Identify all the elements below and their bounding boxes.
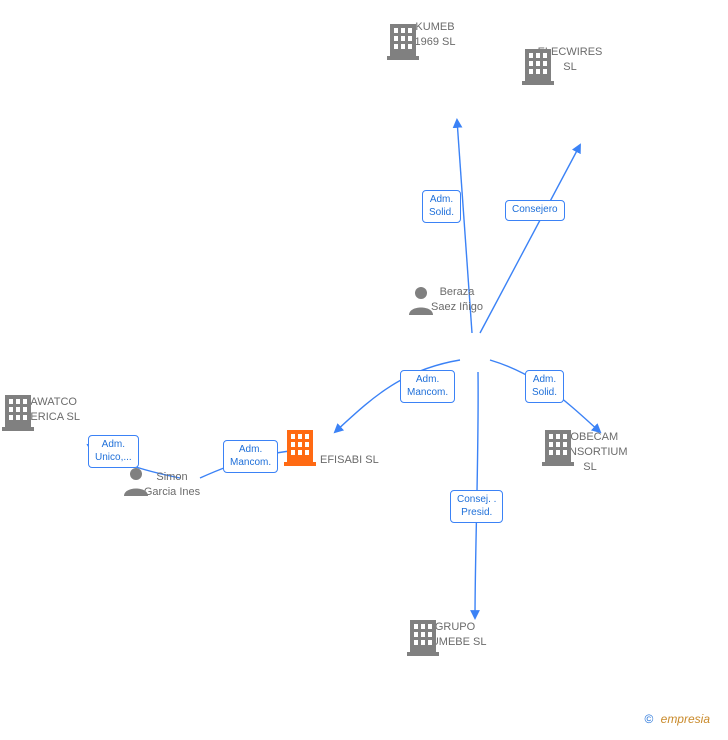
edge-label-beraza-efisabi: Adm. Mancom. xyxy=(400,370,455,403)
node-label-simon: Simon Garcia Ines xyxy=(144,470,200,500)
credit-copy: © xyxy=(644,712,653,726)
edge-label-simon-sawatco: Adm. Unico,... xyxy=(88,435,139,468)
node-simon[interactable]: Simon Garcia Ines xyxy=(122,466,222,500)
edge-label-beraza-elecwires: Consejero xyxy=(505,200,565,221)
edge-label-beraza-gobecam: Adm. Solid. xyxy=(525,370,564,403)
edge-label-beraza-grupo: Consej. . Presid. xyxy=(450,490,503,523)
edges-layer xyxy=(0,0,728,740)
credit-brand: empresia xyxy=(661,712,710,726)
credit: © empresia xyxy=(644,712,710,726)
node-label-efisabi: EFISABI SL xyxy=(320,454,379,466)
node-elecwires[interactable]: ELECWIRES SL xyxy=(520,45,620,79)
node-beraza[interactable]: Beraza Saez Iñigo xyxy=(407,285,507,319)
node-gobecam[interactable]: GOBECAM CONSORTIUM SL xyxy=(540,426,640,475)
node-sawatco[interactable]: SAWATCO IBERICA SL xyxy=(0,391,100,425)
edge-label-beraza-kumeb: Adm. Solid. xyxy=(422,190,461,223)
edge-label-simon-efisabi: Adm. Mancom. xyxy=(223,440,278,473)
node-grupo[interactable]: GRUPO KUMEBE SL xyxy=(405,616,505,650)
node-kumeb[interactable]: KUMEB 1969 SL xyxy=(385,20,485,54)
node-label-beraza: Beraza Saez Iñigo xyxy=(431,285,483,315)
